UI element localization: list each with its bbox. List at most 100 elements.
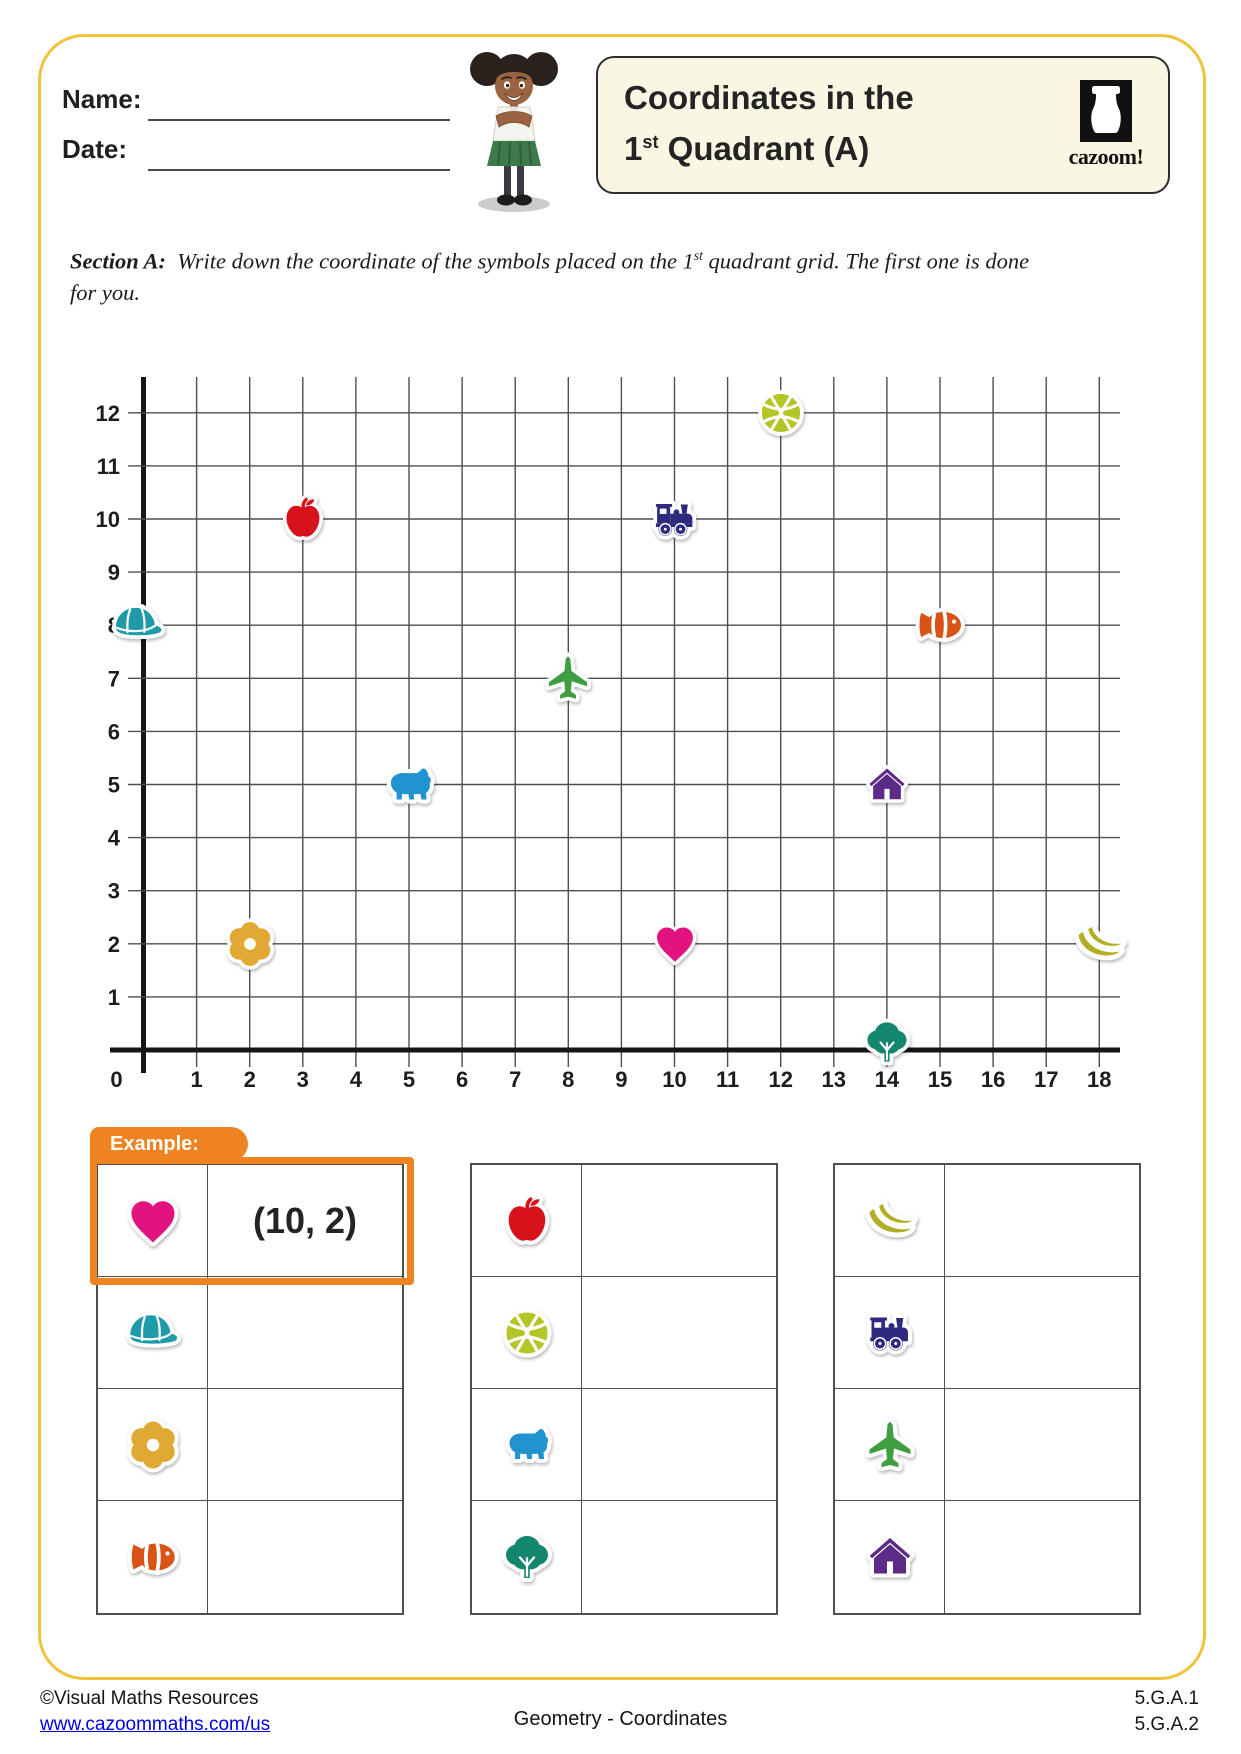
grid-symbol-banana [1069, 914, 1129, 979]
answer-cell [945, 1389, 1139, 1500]
grid-symbol-tree [859, 1014, 915, 1075]
grid-symbol-basketball [753, 385, 809, 446]
svg-text:7: 7 [509, 1067, 521, 1092]
table-row [835, 1277, 1139, 1389]
table-row [835, 1501, 1139, 1613]
answer-table-2 [470, 1163, 778, 1615]
name-line [148, 118, 450, 121]
website-link[interactable]: www.cazoommaths.com/us [40, 1714, 271, 1735]
answer-cell [582, 1277, 776, 1388]
svg-text:17: 17 [1034, 1067, 1058, 1092]
svg-text:10: 10 [96, 507, 120, 532]
svg-text:5: 5 [108, 773, 120, 798]
table-row [98, 1389, 402, 1501]
grid-lines [110, 377, 1120, 1073]
answer-cell: (10, 2) [252, 1199, 358, 1241]
svg-text:11: 11 [716, 1067, 739, 1092]
name-label: Name: [62, 84, 142, 114]
cazoom-logo: cazoom! [1060, 80, 1152, 170]
answer-cell [582, 1389, 776, 1500]
coordinate-grid: 0123456789101112131415161718123456789101… [80, 335, 1140, 1110]
svg-text:3: 3 [297, 1067, 309, 1092]
answer-cell [582, 1501, 776, 1613]
table-row [98, 1501, 402, 1613]
date-line [148, 168, 450, 171]
grid-symbol-fish [911, 596, 969, 659]
title-box: Coordinates in the 1st Quadrant (A) cazo… [596, 56, 1170, 194]
answer-cell [208, 1277, 402, 1388]
cap-icon [98, 1277, 208, 1388]
svg-text:4: 4 [350, 1067, 363, 1092]
svg-text:2: 2 [244, 1067, 256, 1092]
svg-text:12: 12 [768, 1067, 792, 1092]
svg-text:2: 2 [108, 932, 120, 957]
svg-text:3: 3 [108, 879, 120, 904]
grid-symbol-cap [109, 596, 167, 659]
svg-text:11: 11 [97, 454, 120, 479]
example-tab: Example: [90, 1127, 248, 1161]
svg-text:5: 5 [403, 1067, 415, 1092]
house-icon [835, 1501, 945, 1613]
section-label: Section A: [70, 248, 167, 274]
grid-symbol-airplane [540, 650, 596, 711]
grid-canvas: 0123456789101112131415161718123456789101… [96, 377, 1120, 1092]
flower-icon [98, 1389, 208, 1500]
svg-text:0: 0 [110, 1067, 122, 1092]
copyright-text: ©Visual Maths Resources [40, 1688, 259, 1709]
svg-text:1: 1 [190, 1067, 202, 1092]
grid-symbol-train [646, 490, 704, 553]
standards-text: 5.G.A.1 5.G.A.2 [1135, 1686, 1199, 1738]
standard-1: 5.G.A.1 [1134, 1688, 1199, 1709]
basketball-icon [472, 1277, 582, 1388]
title-line2: 1st Quadrant (A) [624, 130, 870, 167]
footer-left: ©Visual Maths Resources www.cazoommaths.… [40, 1686, 270, 1738]
grid-symbol-house [861, 759, 913, 816]
answer-cell [945, 1277, 1139, 1388]
svg-text:16: 16 [981, 1067, 1005, 1092]
tree-icon [472, 1501, 582, 1613]
answer-table-1: (10, 2) Example: [90, 1127, 414, 1615]
answer-table-3 [833, 1163, 1141, 1615]
section-instruction: Section A: Write down the coordinate of … [70, 248, 1030, 305]
airplane-icon [835, 1389, 945, 1500]
svg-text:1: 1 [108, 985, 120, 1010]
svg-text:4: 4 [108, 826, 121, 851]
answer-cell [208, 1389, 402, 1500]
cazoom-logo-mark [1080, 80, 1132, 142]
svg-text:6: 6 [108, 719, 120, 744]
table-row [472, 1277, 776, 1389]
grid-symbol-heart [650, 919, 700, 974]
table-row [835, 1389, 1139, 1501]
answer-cell [945, 1501, 1139, 1613]
table-row: (10, 2) Example: [90, 1127, 414, 1285]
svg-text:18: 18 [1087, 1067, 1111, 1092]
cazoom-logo-text: cazoom! [1068, 144, 1144, 169]
grid-symbol-bear [378, 754, 440, 821]
answer-cell [208, 1501, 402, 1613]
svg-text:6: 6 [456, 1067, 468, 1092]
svg-text:14: 14 [875, 1067, 900, 1092]
bear-icon [472, 1389, 582, 1500]
table-row [472, 1501, 776, 1613]
girl-illustration [470, 52, 558, 212]
svg-text:10: 10 [662, 1067, 686, 1092]
table-row [472, 1165, 776, 1277]
table-row [98, 1277, 402, 1389]
table-row [472, 1389, 776, 1501]
page-title: Coordinates in the 1st Quadrant (A) [624, 76, 914, 171]
banana-icon [835, 1165, 945, 1276]
svg-text:13: 13 [822, 1067, 846, 1092]
page-frame [38, 34, 1206, 1680]
svg-text:9: 9 [108, 560, 120, 585]
title-line1: Coordinates in the [624, 79, 914, 116]
svg-text:15: 15 [928, 1067, 952, 1092]
axis-labels: 0123456789101112131415161718123456789101… [96, 401, 1112, 1092]
answer-cell [582, 1165, 776, 1276]
heart-icon [98, 1165, 208, 1276]
table-row [835, 1165, 1139, 1277]
svg-text:9: 9 [615, 1067, 627, 1092]
answer-cell [945, 1165, 1139, 1276]
train-icon [835, 1277, 945, 1388]
footer-center-text: Geometry - Coordinates [513, 1708, 728, 1730]
